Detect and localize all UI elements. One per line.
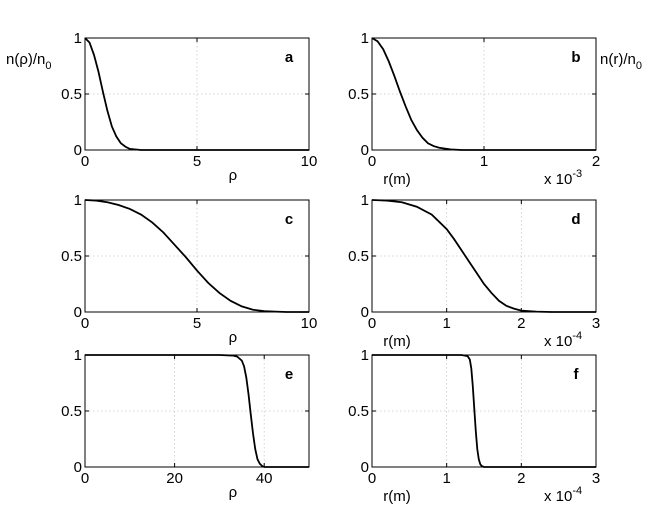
x-tick-label-a: 10 [301, 153, 318, 170]
y-tick-label-a: 0.5 [61, 86, 82, 103]
x-tick-label-e: 20 [166, 470, 183, 487]
panel-a: 0 5 10 0 0.5 1 ρ a [61, 30, 317, 184]
x-tick-label-a: 0 [81, 153, 89, 170]
panel-letter-b: b [571, 49, 580, 66]
series-line-d [371, 199, 596, 313]
x-tick-label-f: 2 [517, 470, 525, 487]
right-ylabel-subscript: 0 [636, 60, 642, 72]
panel-letter-f: f [574, 366, 580, 383]
x-tick-label-f: 0 [368, 470, 376, 487]
x-tick-label-b: 2 [592, 153, 600, 170]
x-scale-power-b: -3 [572, 168, 582, 180]
series-line-f [372, 354, 596, 468]
series-line-a [84, 37, 309, 151]
panel-c: 0 5 10 0 0.5 1 ρ c [61, 192, 317, 346]
x-axis-label-e: ρ [229, 484, 238, 501]
x-tick-label-c: 10 [301, 315, 318, 332]
x-tick-label-d: 3 [592, 315, 600, 332]
panel-e: 0 20 40 0 0.5 1 ρ e [61, 347, 310, 501]
x-scale-power-d: -4 [572, 330, 582, 342]
x-tick-label-e: 0 [81, 470, 89, 487]
y-tick-label-c: 1 [74, 192, 82, 209]
panel-letter-c: c [285, 211, 293, 228]
x-tick-label-c: 5 [193, 315, 201, 332]
y-tick-label-d: 0 [361, 304, 369, 321]
x-tick-label-a: 5 [193, 153, 201, 170]
y-tick-label-f: 0 [361, 459, 369, 476]
x-tick-label-f: 1 [442, 470, 450, 487]
x-tick-label-f: 3 [592, 470, 600, 487]
y-tick-label-e: 0 [74, 459, 82, 476]
x-axis-label-d: r(m) [383, 333, 410, 350]
x-scale-exponent-f: x 10-4 [544, 485, 582, 505]
panel-d: 0 1 2 3 0 0.5 1 r(m) x 10-4 d [348, 192, 600, 350]
x-tick-label-b: 1 [480, 153, 488, 170]
panel-letter-a: a [285, 49, 294, 66]
right-ylabel: n(r)/n0 [600, 51, 642, 72]
x-axis-label-a: ρ [229, 167, 238, 184]
left-ylabel-subscript: 0 [45, 60, 51, 72]
series-line-c [84, 199, 309, 313]
panel-f: 0 1 2 3 0 0.5 1 r(m) x 10-4 f [348, 347, 600, 505]
y-tick-label-f: 1 [361, 347, 369, 364]
panel-letter-d: d [571, 211, 580, 228]
y-tick-label-f: 0.5 [348, 403, 369, 420]
x-axis-label-f: r(m) [383, 488, 410, 505]
panel-letter-e: e [285, 366, 293, 383]
y-tick-label-b: 0 [361, 142, 369, 159]
x-tick-label-d: 0 [368, 315, 376, 332]
x-scale-power-f: -4 [572, 485, 582, 497]
y-tick-label-b: 1 [361, 30, 369, 47]
x-tick-label-d: 1 [442, 315, 450, 332]
panel-b: 0 1 2 0 0.5 1 r(m) x 10-3 b [348, 30, 600, 188]
x-scale-exponent-b: x 10-3 [544, 168, 582, 188]
x-tick-label-d: 2 [517, 315, 525, 332]
y-tick-label-c: 0.5 [61, 248, 82, 265]
y-tick-label-e: 1 [74, 347, 82, 364]
series-line-e [85, 354, 309, 468]
x-tick-label-c: 0 [81, 315, 89, 332]
y-tick-label-c: 0 [74, 304, 82, 321]
series-line-b [371, 37, 596, 151]
x-axis-label-b: r(m) [383, 171, 410, 188]
y-tick-label-d: 1 [361, 192, 369, 209]
x-scale-exponent-d: x 10-4 [544, 330, 582, 350]
y-tick-label-a: 0 [74, 142, 82, 159]
y-tick-label-b: 0.5 [348, 86, 369, 103]
y-tick-label-a: 1 [74, 30, 82, 47]
x-axis-label-c: ρ [229, 329, 238, 346]
y-tick-label-d: 0.5 [348, 248, 369, 265]
x-tick-label-e: 40 [256, 470, 273, 487]
left-ylabel: n(ρ)/n0 [6, 51, 52, 72]
y-tick-label-e: 0.5 [61, 403, 82, 420]
x-tick-label-b: 0 [368, 153, 376, 170]
